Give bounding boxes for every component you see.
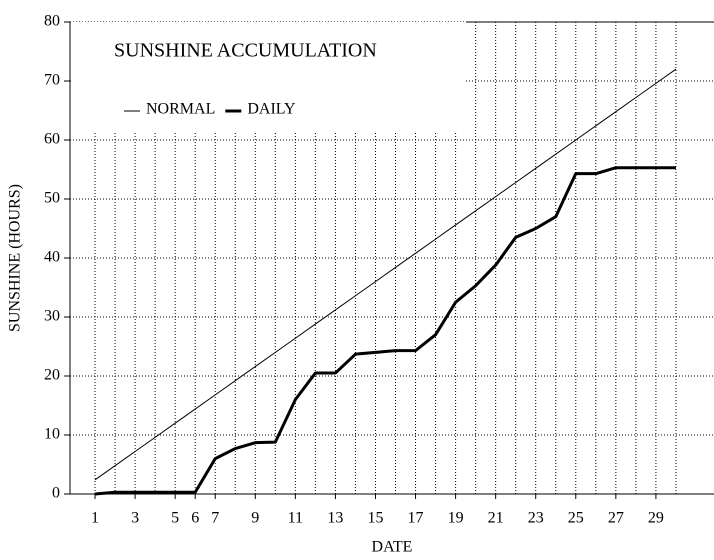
x-tick-label: 27 — [608, 510, 624, 527]
x-tick-label: 1 — [91, 510, 99, 527]
y-tick-label: 20 — [44, 367, 60, 384]
line — [94, 68, 677, 481]
x-tick-label: 15 — [367, 510, 383, 527]
x-axis-label: DATE — [372, 539, 413, 556]
chart-title: SUNSHINE ACCUMULATION — [114, 40, 377, 62]
x-tick-label: 3 — [131, 510, 139, 527]
y-tick-label: 70 — [44, 72, 60, 89]
legend-label: DAILY — [247, 101, 296, 118]
x-tick-label: 13 — [327, 510, 343, 527]
legend-label: NORMAL — [146, 101, 215, 118]
y-axis-label: SUNSHINE (HOURS) — [7, 184, 24, 332]
x-tick-label: 6 — [191, 510, 199, 527]
y-tick-label: 80 — [44, 13, 60, 30]
x-tick-label: 17 — [408, 510, 424, 527]
y-tick-label: 30 — [44, 308, 60, 325]
x-tick-label: 25 — [568, 510, 584, 527]
x-tick-label: 21 — [488, 510, 504, 527]
x-tick-label: 5 — [171, 510, 179, 527]
x-tick-label: 19 — [448, 510, 464, 527]
y-tick-label: 40 — [44, 249, 60, 266]
x-tick-label: 29 — [648, 510, 664, 527]
y-tick-label: 0 — [52, 485, 60, 502]
x-tick-label: 7 — [211, 510, 219, 527]
legend-box — [72, 22, 466, 132]
y-tick-label: 60 — [44, 131, 60, 148]
y-tick-label: 50 — [44, 190, 60, 207]
y-tick-label: 10 — [44, 426, 60, 443]
x-tick-label: 9 — [251, 510, 259, 527]
x-tick-label: 11 — [288, 510, 303, 527]
line — [94, 166, 676, 496]
x-tick-label: 23 — [528, 510, 544, 527]
